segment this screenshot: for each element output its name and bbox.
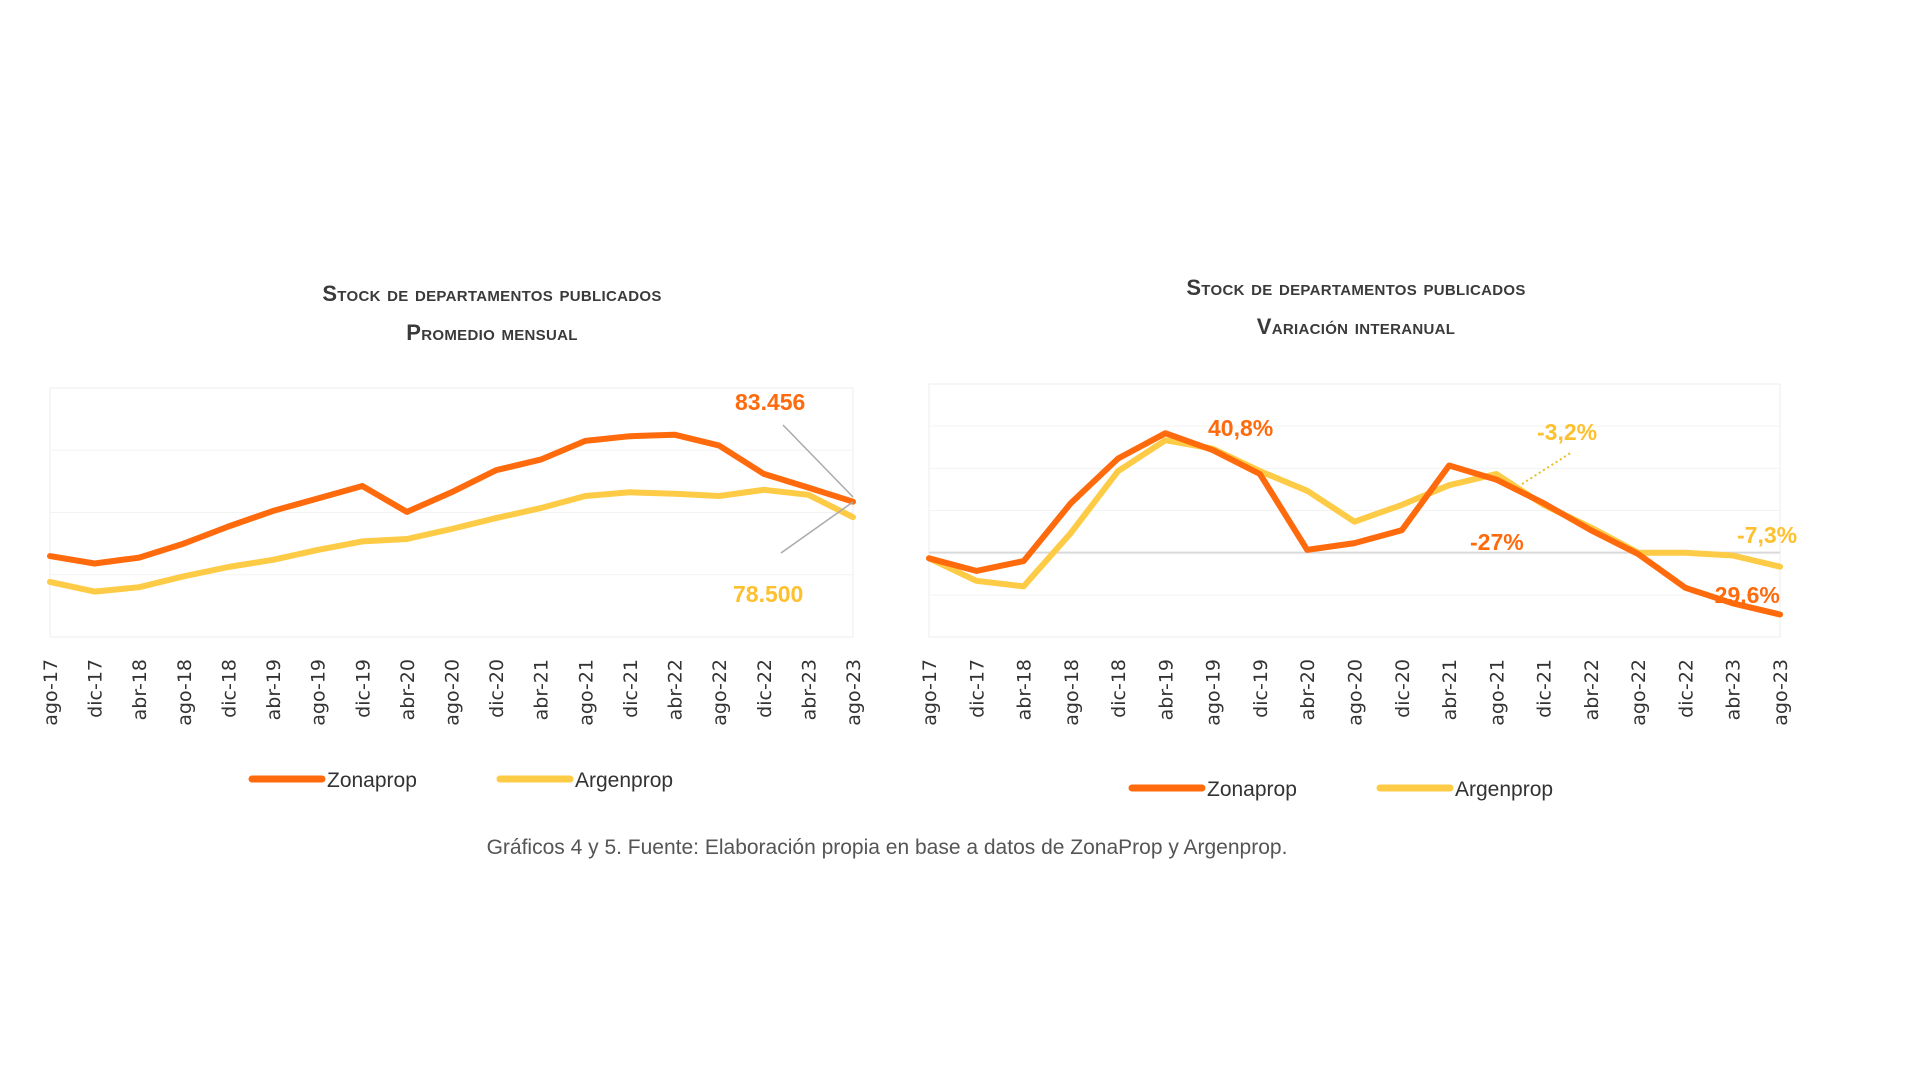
x-tick-label: ago-22 xyxy=(709,659,731,726)
x-tick-label: ago-22 xyxy=(1628,659,1650,726)
x-tick-label: dic-22 xyxy=(1675,659,1697,718)
x-tick-label: abr-18 xyxy=(129,659,151,720)
x-tick-label: ago-19 xyxy=(1203,659,1225,726)
x-tick-label: ago-18 xyxy=(1061,659,1083,726)
x-tick-label: abr-22 xyxy=(1581,659,1603,720)
chart-stock-variacion: ago-17 dic-17 abr-18 ago-18 dic-18 abr-19 ago-… xyxy=(919,383,1792,801)
x-tick-label: ago-19 xyxy=(308,659,330,726)
x-tick-label: dic-18 xyxy=(1108,659,1130,718)
x-tick-label: abr-18 xyxy=(1014,659,1036,720)
x-tick-label: abr-20 xyxy=(397,659,419,720)
x-tick-label: abr-19 xyxy=(263,659,285,720)
x-tick-label: abr-19 xyxy=(1155,659,1177,720)
chart1-subtitle: Promedio mensual xyxy=(406,320,578,345)
x-tick-label: ago-20 xyxy=(442,659,464,726)
x-tick-label: dic-21 xyxy=(1534,659,1556,718)
annotation-argenprop-last: -7,3% xyxy=(1737,522,1797,548)
x-tick-label: ago-23 xyxy=(1770,659,1792,726)
x-tick-label: ago-21 xyxy=(1486,659,1508,726)
x-tick-label: abr-23 xyxy=(1723,659,1745,720)
x-tick-label: ago-23 xyxy=(843,659,865,726)
x-tick-label: dic-21 xyxy=(620,659,642,718)
legend-label-argenprop: Argenprop xyxy=(575,769,673,792)
x-tick-label: dic-20 xyxy=(1392,659,1414,718)
x-tick-label: ago-17 xyxy=(919,659,941,726)
legend-label-zonaprop: Zonaprop xyxy=(1207,778,1297,801)
x-tick-label: ago-21 xyxy=(575,659,597,726)
x-tick-label: abr-21 xyxy=(1439,659,1461,720)
annotation-argenprop-last: 78.500 xyxy=(733,581,803,607)
leader-line-zonaprop xyxy=(782,424,854,498)
chart2-subtitle: Variación interanual xyxy=(1256,314,1456,339)
annotation-zonaprop-last: -29,6% xyxy=(1707,582,1780,608)
chart2-title: Stock de departamentos publicados xyxy=(1186,275,1526,300)
x-tick-label: ago-17 xyxy=(40,659,62,726)
x-tick-label: ago-18 xyxy=(174,659,196,726)
x-tick-label: dic-18 xyxy=(218,659,240,718)
x-tick-label: abr-21 xyxy=(531,659,553,720)
x-tick-label: ago-20 xyxy=(1345,659,1367,726)
chart1-title: Stock de departamentos publicados xyxy=(322,281,662,306)
x-tick-label: dic-22 xyxy=(754,659,776,718)
x-tick-label: dic-17 xyxy=(85,659,107,718)
x-tick-label: abr-23 xyxy=(798,659,820,720)
x-tick-label: abr-20 xyxy=(1297,659,1319,720)
annotation-argenprop-dic21: -3,2% xyxy=(1537,419,1597,445)
x-tick-label: dic-20 xyxy=(486,659,508,718)
x-tick-label: dic-17 xyxy=(966,659,988,718)
annotation-zonaprop-peak: 40,8% xyxy=(1208,415,1273,441)
legend-label-argenprop: Argenprop xyxy=(1455,778,1553,801)
annotation-zonaprop-dic21: -27% xyxy=(1470,529,1524,555)
legend-label-zonaprop: Zonaprop xyxy=(327,769,417,792)
x-tick-label: abr-22 xyxy=(665,659,687,720)
figure-caption: Gráficos 4 y 5. Fuente: Elaboración prop… xyxy=(486,836,1288,859)
annotation-zonaprop-last: 83.456 xyxy=(735,389,805,415)
leader-line-argenprop xyxy=(780,501,854,554)
x-tick-label: dic-19 xyxy=(1250,659,1272,718)
chart-stock-promedio: ago-17 dic-17 abr-18 ago-18 dic-18 abr-19 ago-… xyxy=(40,387,865,792)
x-tick-label: dic-19 xyxy=(352,659,374,718)
